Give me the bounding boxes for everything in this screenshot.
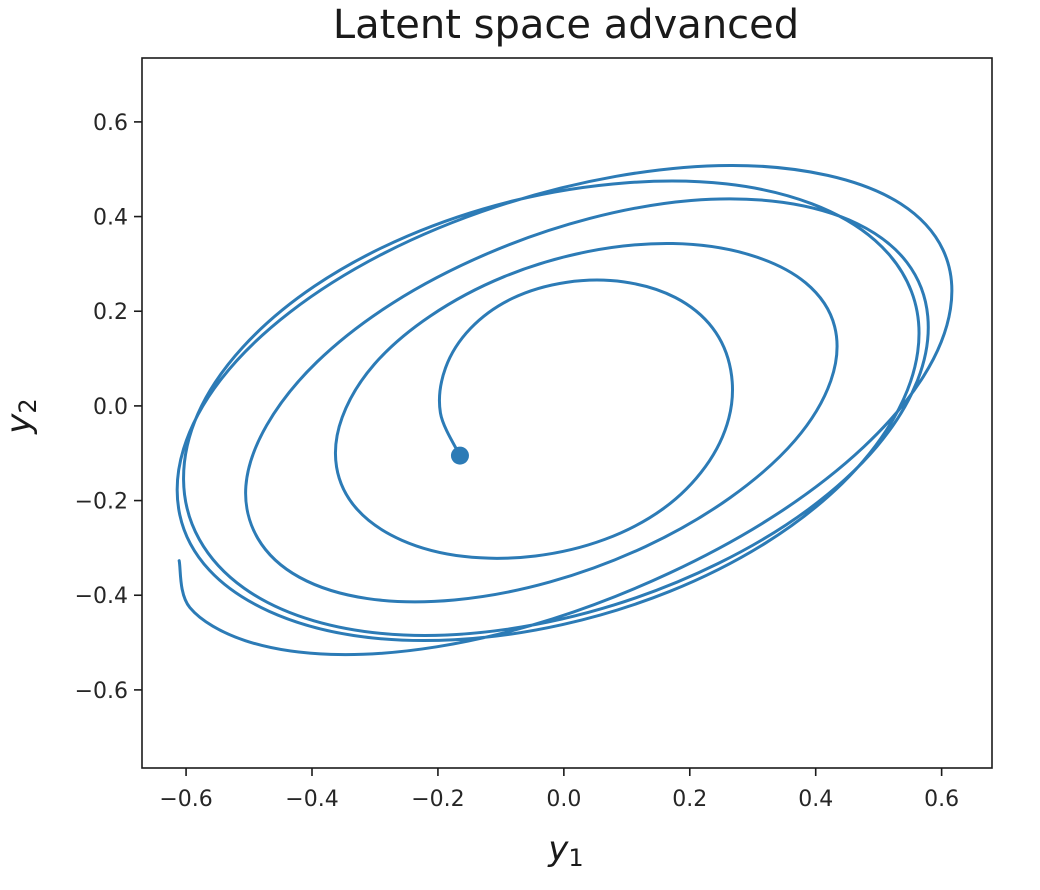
x-tick-label: 0.2	[672, 787, 707, 812]
start-point-marker	[450, 446, 469, 465]
y-axis-ticks: −0.6 −0.4 −0.2 0.0 0.2 0.4 0.6	[75, 111, 142, 704]
x-tick-label: 0.6	[924, 787, 959, 812]
plot-area	[141, 57, 993, 769]
y-tick-label: −0.4	[75, 584, 128, 609]
y-tick-label: 0.6	[93, 111, 128, 136]
x-axis-label-main: y	[547, 829, 569, 869]
x-tick-label: −0.4	[285, 787, 338, 812]
x-tick-label: 0.0	[546, 787, 581, 812]
x-tick-label: −0.6	[159, 787, 212, 812]
y-axis-label: y2	[0, 398, 42, 434]
x-axis-label-subscript: 1	[568, 844, 583, 872]
x-axis-ticks: −0.6 −0.4 −0.2 0.0 0.2 0.4 0.6	[159, 768, 959, 812]
y-axis-label-subscript: 2	[14, 398, 42, 413]
y-axis-label-main: y	[0, 413, 39, 435]
chart-title: Latent space advanced	[333, 2, 799, 48]
y-tick-label: −0.2	[75, 490, 128, 515]
plot-frame	[141, 57, 993, 769]
y-tick-label: 0.0	[93, 395, 128, 420]
x-tick-label: −0.2	[411, 787, 464, 812]
x-tick-label: 0.4	[798, 787, 833, 812]
y-tick-label: −0.6	[75, 679, 128, 704]
y-tick-label: 0.2	[93, 300, 128, 325]
y-tick-label: 0.4	[93, 206, 128, 231]
spiral-trajectory-line	[175, 163, 954, 657]
x-axis-label: y1	[547, 829, 583, 872]
